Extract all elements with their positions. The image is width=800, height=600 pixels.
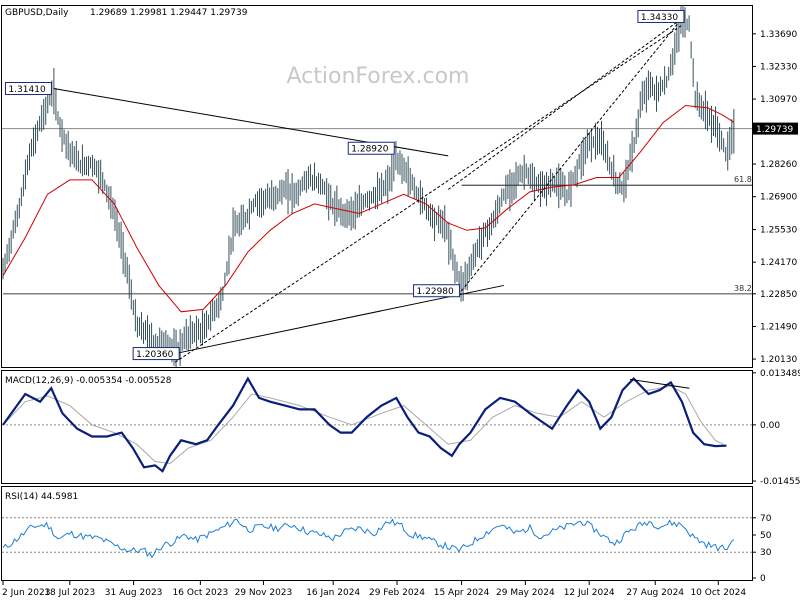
price-label-text: 1.31410 xyxy=(8,85,45,95)
price-symbol-header: GBPUSD,Daily xyxy=(5,8,69,18)
price-layer: 61.8 38.2 1.31410 1.28920 1.22980 1.20360 1.34… xyxy=(2,4,752,368)
watermark: ActionForex.com xyxy=(287,64,470,89)
axis-layer: 1.33690 1.32330 1.30970 1.28260 1.26900 1.255… xyxy=(2,30,800,598)
x-tick-label: 31 Aug 2023 xyxy=(105,588,163,598)
x-tick-label: 18 Jul 2023 xyxy=(44,588,95,598)
macd-y-tick-label: -0.014554 xyxy=(760,477,800,487)
current-price-label: 1.29739 xyxy=(756,125,793,135)
x-tick-label: 16 Oct 2023 xyxy=(173,588,229,598)
x-tick-label: 29 Nov 2023 xyxy=(235,588,293,598)
rsi-header: RSI(14) 44.5981 xyxy=(5,492,78,502)
current-price-tag xyxy=(752,122,798,135)
x-tick-label: 29 May 2024 xyxy=(496,588,555,598)
macd-line xyxy=(2,376,727,473)
x-tick-label: 12 Jul 2024 xyxy=(564,588,615,598)
x-tick-label: 15 Apr 2024 xyxy=(434,588,490,598)
fib-label-61.8: 61.8 xyxy=(734,175,752,184)
x-tick-label: 2 Jun 2023 xyxy=(2,588,50,598)
price-label-box xyxy=(637,9,685,23)
price-panel-frame xyxy=(1,5,753,368)
rsi-line xyxy=(2,518,735,559)
macd-y-tick-label: 0.00 xyxy=(760,421,780,431)
rsi-y-tick-label: 70 xyxy=(760,514,772,524)
trendline-dashed xyxy=(461,18,683,292)
price-y-tick-label: 1.21490 xyxy=(760,322,797,332)
rsi-y-tick-label: 50 xyxy=(760,531,772,541)
price-label-box xyxy=(4,82,52,96)
macd-divergence-line xyxy=(629,378,690,389)
price-label-box xyxy=(347,141,395,155)
price-y-tick-label: 1.30970 xyxy=(760,95,797,105)
x-tick-label: 29 Feb 2024 xyxy=(369,588,425,598)
price-y-tick-label: 1.24170 xyxy=(760,258,797,268)
price-label-text: 1.22980 xyxy=(417,287,454,297)
x-tick-label: 10 Oct 2024 xyxy=(690,588,746,598)
rsi-layer xyxy=(2,517,752,559)
price-label-text: 1.28920 xyxy=(351,145,388,155)
price-label-text: 1.20360 xyxy=(136,350,173,360)
price-y-tick-label: 1.32330 xyxy=(760,62,797,72)
trendline-dashed xyxy=(447,18,683,190)
rsi-y-tick-label: 0 xyxy=(760,574,766,584)
x-tick-label: 16 Jan 2024 xyxy=(306,588,360,598)
price-y-tick-label: 1.25530 xyxy=(760,226,797,236)
price-label-box xyxy=(413,284,461,298)
price-y-tick-label: 1.22850 xyxy=(760,290,797,300)
trendline-dashed xyxy=(174,24,683,363)
rsi-y-tick-label: 30 xyxy=(760,548,772,558)
macd-y-tick-label: 0.013489 xyxy=(760,369,800,379)
macd-layer xyxy=(2,376,752,473)
price-y-tick-label: 1.20130 xyxy=(760,355,797,365)
price-y-tick-label: 1.33690 xyxy=(760,30,797,40)
price-ohlc-header: 1.29689 1.29981 1.29447 1.29739 xyxy=(90,8,248,18)
fib-label-38.2: 38.2 xyxy=(734,284,752,293)
price-label-text: 1.34330 xyxy=(641,13,678,23)
price-y-tick-label: 1.28260 xyxy=(760,160,797,170)
macd-panel-frame xyxy=(1,370,753,484)
macd-header: MACD(12,26,9) -0.005354 -0.005528 xyxy=(5,376,172,386)
moving-average-line xyxy=(2,104,735,313)
macd-signal-line xyxy=(2,385,727,465)
price-y-tick-label: 1.26900 xyxy=(760,193,797,203)
x-tick-label: 27 Aug 2024 xyxy=(626,588,684,598)
price-label-box xyxy=(132,347,180,361)
